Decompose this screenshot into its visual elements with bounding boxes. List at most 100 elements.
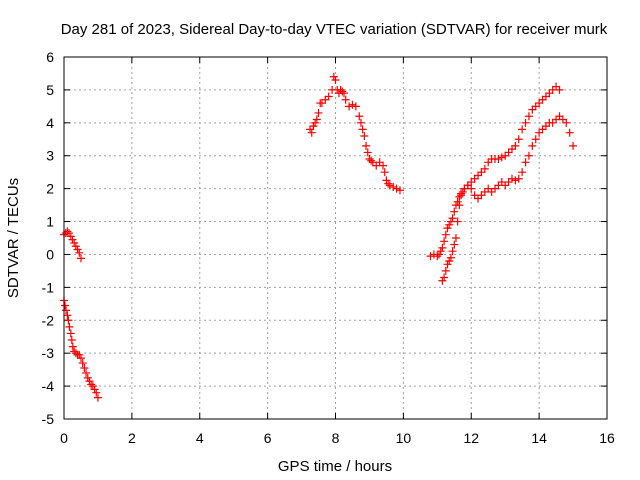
data-point: [514, 174, 523, 183]
data-point: [78, 359, 87, 368]
data-point: [445, 220, 454, 229]
data-point: [528, 105, 537, 114]
data-point: [358, 125, 367, 134]
data-point: [379, 161, 388, 170]
y-tick-label: 6: [46, 49, 54, 65]
data-point: [484, 158, 493, 167]
data-point: [93, 393, 102, 402]
data-point: [552, 115, 561, 124]
data-point: [356, 118, 365, 127]
data-point: [82, 368, 91, 377]
y-tick-labels: -5 -4 -3 -2 -1 0 1 2 3 4 5 6: [42, 49, 55, 427]
data-point: [480, 187, 489, 196]
data-point: [367, 156, 376, 165]
data-point: [436, 247, 445, 256]
data-point: [382, 176, 391, 185]
data-point: [458, 187, 467, 196]
data-point: [535, 128, 544, 137]
data-point: [521, 118, 530, 127]
data-point: [535, 99, 544, 108]
data-point: [438, 276, 447, 285]
data-point: [511, 176, 520, 185]
data-point: [450, 207, 459, 216]
y-tick-label: 2: [46, 181, 54, 197]
data-point: [470, 174, 479, 183]
data-point: [65, 322, 74, 331]
data-point: [80, 363, 89, 372]
chart-title: Day 281 of 2023, Sidereal Day-to-day VTE…: [61, 21, 608, 38]
data-point: [75, 248, 84, 257]
data-point: [306, 125, 315, 134]
data-point: [365, 155, 374, 164]
data-point: [448, 247, 457, 256]
data-point: [501, 181, 510, 190]
data-point: [460, 184, 469, 193]
data-point: [511, 141, 520, 150]
data-point: [87, 380, 96, 389]
data-point: [562, 118, 571, 127]
data-point: [521, 158, 530, 167]
data-point: [351, 102, 360, 111]
data-point: [463, 181, 472, 190]
data-point: [389, 182, 398, 191]
y-tick-label: 0: [46, 246, 54, 262]
data-point: [435, 250, 444, 259]
data-point: [63, 227, 72, 236]
y-tick-label: 5: [46, 82, 54, 98]
data-point: [438, 243, 447, 252]
data-point: [514, 135, 523, 144]
data-point: [518, 168, 527, 177]
data-point: [531, 135, 540, 144]
data-point: [329, 72, 338, 81]
data-point: [548, 118, 557, 127]
data-point: [451, 234, 460, 242]
data-point: [487, 187, 496, 196]
data-point: [433, 252, 442, 261]
data-point: [384, 179, 393, 188]
data-point: [341, 95, 350, 104]
data-point: [555, 85, 564, 94]
plot-border: [63, 56, 608, 420]
data-point: [455, 192, 464, 201]
data-point: [524, 151, 533, 160]
data-point: [67, 336, 76, 345]
data-point: [446, 217, 455, 226]
data-point: [363, 148, 372, 157]
data-point: [70, 238, 79, 247]
data-point: [455, 201, 464, 210]
data-point: [65, 229, 74, 238]
data-point: [504, 178, 513, 187]
y-tick-label: -4: [42, 378, 55, 394]
x-axis-label: GPS time / hours: [278, 458, 392, 475]
data-point: [311, 118, 320, 127]
data-point: [321, 95, 330, 104]
data-point: [324, 92, 333, 101]
data-point: [355, 112, 364, 121]
data-point: [368, 158, 377, 167]
data-point: [453, 217, 462, 226]
data-point: [440, 273, 449, 282]
y-tick-label: -2: [42, 312, 55, 328]
data-point: [441, 266, 450, 275]
data-point: [541, 92, 550, 101]
data-point: [477, 191, 486, 200]
data-point: [531, 102, 540, 111]
data-point: [484, 184, 493, 193]
data-point: [538, 125, 547, 134]
x-tick-labels: 0 2 4 6 8 10 12 14 16: [60, 430, 615, 446]
data-point: [477, 168, 486, 177]
data-point: [360, 131, 369, 140]
data-point: [474, 194, 483, 203]
data-point: [64, 316, 73, 325]
data-point: [395, 186, 404, 195]
data-point: [338, 87, 347, 96]
data-point: [71, 242, 80, 251]
data-point: [470, 191, 479, 200]
data-point: [85, 377, 94, 386]
data-point: [90, 385, 99, 394]
data-point: [443, 260, 452, 269]
data-point: [73, 245, 82, 254]
data-point: [457, 191, 466, 200]
data-point: [545, 89, 554, 98]
